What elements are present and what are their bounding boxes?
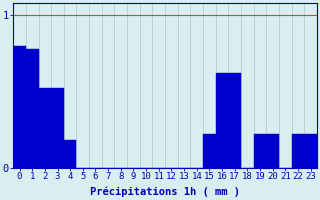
Bar xyxy=(228,73,241,168)
Bar xyxy=(254,134,266,168)
Bar xyxy=(38,88,51,168)
Bar xyxy=(292,134,304,168)
Bar xyxy=(304,134,317,168)
X-axis label: Précipitations 1h ( mm ): Précipitations 1h ( mm ) xyxy=(90,187,240,197)
Bar xyxy=(26,49,38,168)
Bar xyxy=(203,134,216,168)
Bar xyxy=(64,140,76,168)
Bar xyxy=(216,73,228,168)
Bar xyxy=(266,134,279,168)
Bar xyxy=(51,88,64,168)
Bar xyxy=(13,46,26,168)
